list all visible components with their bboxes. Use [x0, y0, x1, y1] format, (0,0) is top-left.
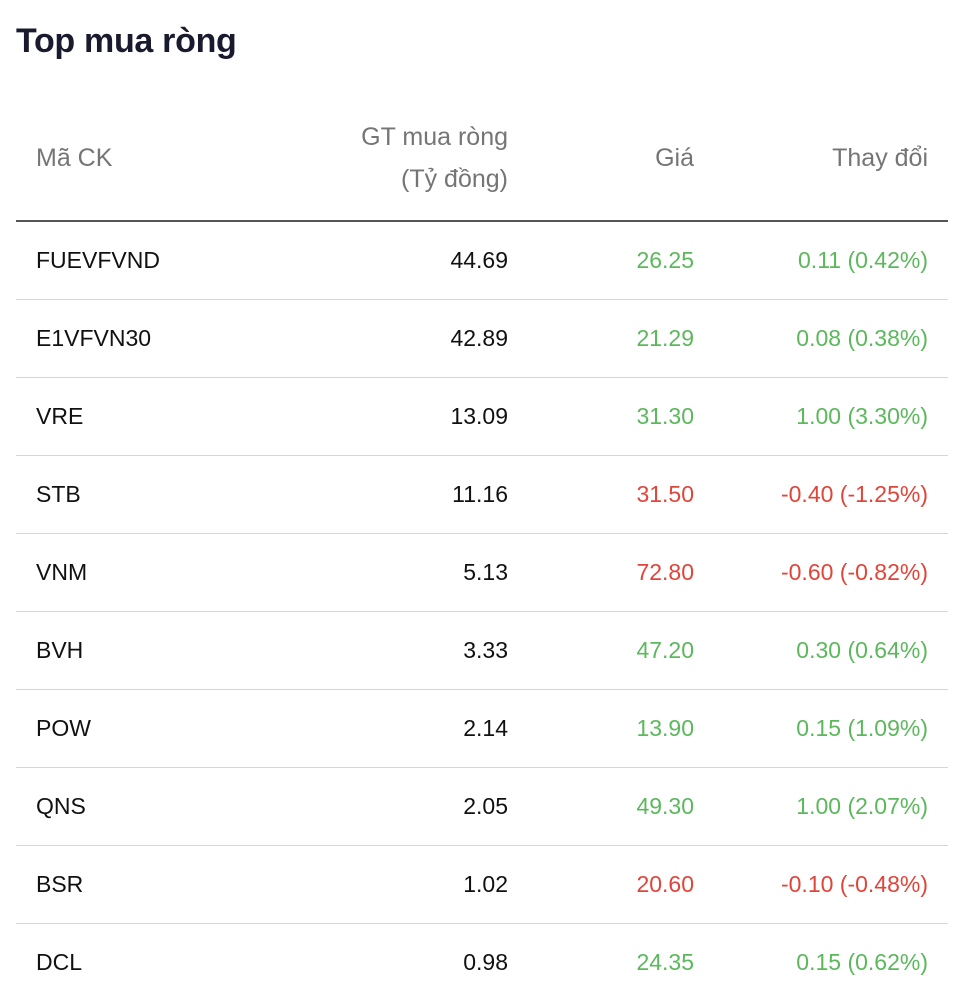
- change: -0.40 (-1.25%): [780, 481, 928, 507]
- price: 20.60: [636, 871, 694, 897]
- table-row[interactable]: FUEVFVND 44.69 26.25 0.11 (0.42%): [16, 222, 948, 300]
- table-row[interactable]: E1VFVN30 42.89 21.29 0.08 (0.38%): [16, 300, 948, 378]
- change: 0.15 (1.09%): [796, 715, 928, 741]
- net-buy-value: 3.33: [463, 637, 508, 663]
- price: 21.29: [636, 325, 694, 351]
- net-buy-value: 5.13: [463, 559, 508, 585]
- page-title: Top mua ròng: [16, 22, 237, 60]
- net-buy-value: 0.98: [463, 949, 508, 975]
- table-row[interactable]: VRE 13.09 31.30 1.00 (3.30%): [16, 378, 948, 456]
- stock-code[interactable]: STB: [36, 481, 81, 507]
- price: 13.90: [636, 715, 694, 741]
- stock-code[interactable]: BSR: [36, 871, 84, 897]
- column-header-change[interactable]: Thay đổi: [832, 144, 928, 172]
- net-buy-value: 42.89: [450, 325, 508, 351]
- stock-code[interactable]: VNM: [36, 559, 88, 585]
- stock-code[interactable]: QNS: [36, 793, 86, 819]
- net-buy-value: 11.16: [452, 481, 508, 507]
- net-buy-table: Mã CK GT mua ròng (Tỷ đồng) Giá Thay đổi…: [16, 104, 948, 1001]
- price: 26.25: [636, 247, 694, 273]
- stock-code[interactable]: BVH: [36, 637, 84, 663]
- stock-code[interactable]: E1VFVN30: [36, 325, 152, 351]
- price: 49.30: [636, 793, 694, 819]
- net-buy-value: 2.05: [463, 793, 508, 819]
- column-header-net-buy-value-line2: (Tỷ đồng): [401, 165, 508, 193]
- price: 31.30: [636, 403, 694, 429]
- column-header-price[interactable]: Giá: [655, 144, 694, 172]
- table-row[interactable]: QNS 2.05 49.30 1.00 (2.07%): [16, 768, 948, 846]
- table-row[interactable]: VNM 5.13 72.80 -0.60 (-0.82%): [16, 534, 948, 612]
- price: 24.35: [636, 949, 694, 975]
- table-row[interactable]: DCL 0.98 24.35 0.15 (0.62%): [16, 924, 948, 1001]
- change: 1.00 (3.30%): [796, 403, 928, 429]
- table-row[interactable]: STB 11.16 31.50 -0.40 (-1.25%): [16, 456, 948, 534]
- stock-code[interactable]: DCL: [36, 949, 83, 975]
- change: 0.15 (0.62%): [796, 949, 928, 975]
- column-header-net-buy-value-line1: GT mua ròng: [361, 123, 508, 151]
- net-buy-value: 1.02: [463, 871, 508, 897]
- change: -0.10 (-0.48%): [780, 871, 928, 897]
- change: 0.30 (0.64%): [796, 637, 928, 663]
- stock-code[interactable]: FUEVFVND: [36, 247, 160, 273]
- change: -0.60 (-0.82%): [780, 559, 928, 585]
- table-row[interactable]: BSR 1.02 20.60 -0.10 (-0.48%): [16, 846, 948, 924]
- change: 0.08 (0.38%): [796, 325, 928, 351]
- table-row[interactable]: POW 2.14 13.90 0.15 (1.09%): [16, 690, 948, 768]
- change: 1.00 (2.07%): [796, 793, 928, 819]
- stock-code[interactable]: VRE: [36, 403, 84, 429]
- table-row[interactable]: BVH 3.33 47.20 0.30 (0.64%): [16, 612, 948, 690]
- price: 72.80: [636, 559, 694, 585]
- net-buy-value: 2.14: [463, 715, 508, 741]
- net-buy-value: 44.69: [450, 247, 508, 273]
- change: 0.11 (0.42%): [798, 247, 928, 273]
- price: 47.20: [636, 637, 694, 663]
- column-header-code[interactable]: Mã CK: [36, 144, 113, 172]
- stock-code[interactable]: POW: [36, 715, 91, 741]
- table-body: FUEVFVND 44.69 26.25 0.11 (0.42%) E1VFVN…: [16, 222, 948, 1001]
- price: 31.50: [636, 481, 694, 507]
- net-buy-value: 13.09: [450, 403, 508, 429]
- column-header-net-buy-value[interactable]: GT mua ròng (Tỷ đồng): [361, 116, 508, 200]
- table-header: Mã CK GT mua ròng (Tỷ đồng) Giá Thay đổi: [16, 104, 948, 222]
